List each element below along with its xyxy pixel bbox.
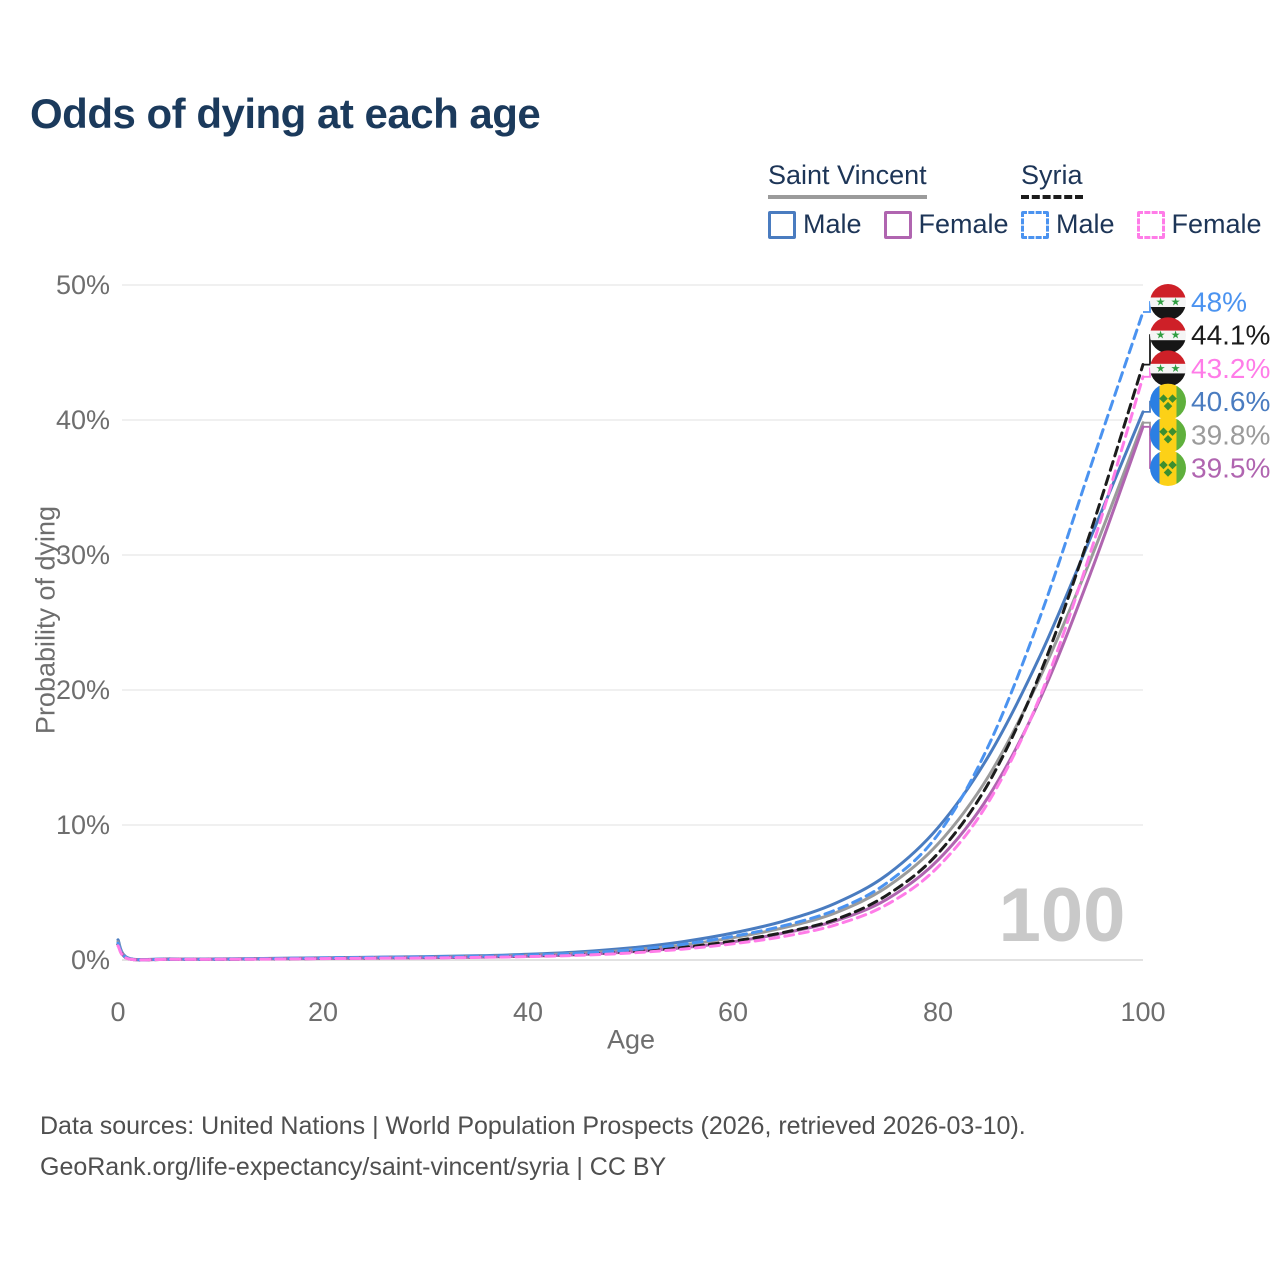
- axis-ticks: 0% 10% 20% 30% 40% 50% 0 20 40 60 80 100: [56, 270, 1166, 1027]
- end-label-sv_male: 40.6%: [1191, 386, 1270, 417]
- y-axis-title: Probability of dying: [30, 505, 61, 735]
- flag-syria-icon: ★ ★: [1150, 317, 1186, 354]
- series-line-syria_female[interactable]: [116, 375, 1145, 962]
- flag-saint-vincent-icon: [1150, 416, 1186, 453]
- series-line-sv_total[interactable]: [116, 421, 1145, 962]
- legend-item-syria-female[interactable]: Female: [1136, 209, 1262, 240]
- x-tick-label: 60: [718, 997, 748, 1027]
- y-tick-label: 0%: [71, 945, 110, 975]
- flag-syria-icon: ★ ★: [1150, 350, 1186, 387]
- swatch-sv-male-icon: [768, 210, 796, 239]
- y-tick-label: 10%: [56, 810, 110, 840]
- x-tick-label: 20: [308, 997, 338, 1027]
- x-tick-label: 80: [923, 997, 953, 1027]
- series-line-syria_total[interactable]: [116, 363, 1145, 962]
- x-tick-label: 100: [1120, 997, 1165, 1027]
- legend-item-sv-male[interactable]: Male: [768, 209, 862, 240]
- svg-text:★: ★: [1156, 363, 1166, 375]
- legend-label-syria-male: Male: [1056, 209, 1115, 239]
- x-tick-label: 0: [110, 997, 125, 1027]
- x-tick-label: 40: [513, 997, 543, 1027]
- y-tick-label: 50%: [56, 270, 110, 300]
- legend-group-saint-vincent: Saint Vincent Male Female: [768, 160, 1009, 240]
- series-line-sv_male[interactable]: [116, 410, 1145, 962]
- source-line-2: GeoRank.org/life-expectancy/saint-vincen…: [40, 1153, 667, 1181]
- x-axis-title: Age: [606, 1024, 656, 1055]
- flag-markers: ★ ★★ ★★ ★: [1150, 284, 1186, 486]
- end-label-sv_female: 39.5%: [1191, 453, 1270, 484]
- svg-text:★: ★: [1156, 330, 1166, 342]
- legend-label-sv-female: Female: [918, 209, 1009, 239]
- watermark-age-100: 100: [999, 873, 1126, 958]
- legend-row-syria: Male Female: [1021, 209, 1262, 240]
- flag-saint-vincent-icon: [1150, 383, 1186, 420]
- end-label-sv_total: 39.8%: [1191, 419, 1270, 450]
- data-source-note: Data sources: United Nations | World Pop…: [40, 1106, 1026, 1188]
- legend-item-sv-female[interactable]: Female: [883, 209, 1009, 240]
- swatch-sv-female-icon: [883, 210, 912, 239]
- gridlines: [122, 284, 1143, 961]
- end-label-syria_total: 44.1%: [1191, 320, 1270, 351]
- series-line-syria_male[interactable]: [116, 310, 1145, 962]
- y-tick-label: 40%: [56, 405, 110, 435]
- legend-group-syria: Syria Male Female: [1021, 160, 1262, 240]
- end-value-labels: 48%44.1%43.2%40.6%39.8%39.5%: [1191, 287, 1270, 484]
- legend-row-saint-vincent: Male Female: [768, 209, 1009, 240]
- legend-country-syria: Syria: [1021, 160, 1083, 199]
- legend-label-sv-male: Male: [803, 209, 862, 239]
- legend-item-syria-male[interactable]: Male: [1021, 209, 1115, 240]
- y-tick-label: 30%: [56, 540, 110, 570]
- flag-saint-vincent-icon: [1150, 450, 1186, 486]
- end-label-syria_male: 48%: [1191, 287, 1247, 318]
- end-label-syria_female: 43.2%: [1191, 353, 1270, 384]
- swatch-syria-female-icon: [1136, 210, 1165, 239]
- legend-label-syria-female: Female: [1171, 209, 1262, 239]
- svg-text:★: ★: [1171, 297, 1181, 309]
- source-line-1: Data sources: United Nations | World Pop…: [40, 1112, 1026, 1140]
- series-line-sv_female[interactable]: [116, 425, 1145, 962]
- legend-country-saint-vincent: Saint Vincent: [768, 160, 927, 199]
- svg-text:★: ★: [1171, 330, 1181, 342]
- watermark: 100: [999, 873, 1126, 958]
- flag-syria-icon: ★ ★: [1150, 284, 1186, 320]
- svg-text:★: ★: [1156, 297, 1166, 309]
- chart-title: Odds of dying at each age: [30, 90, 541, 137]
- svg-text:★: ★: [1171, 363, 1181, 375]
- y-tick-label: 20%: [56, 675, 110, 705]
- series-lines: [116, 310, 1145, 962]
- swatch-syria-male-icon: [1021, 210, 1049, 239]
